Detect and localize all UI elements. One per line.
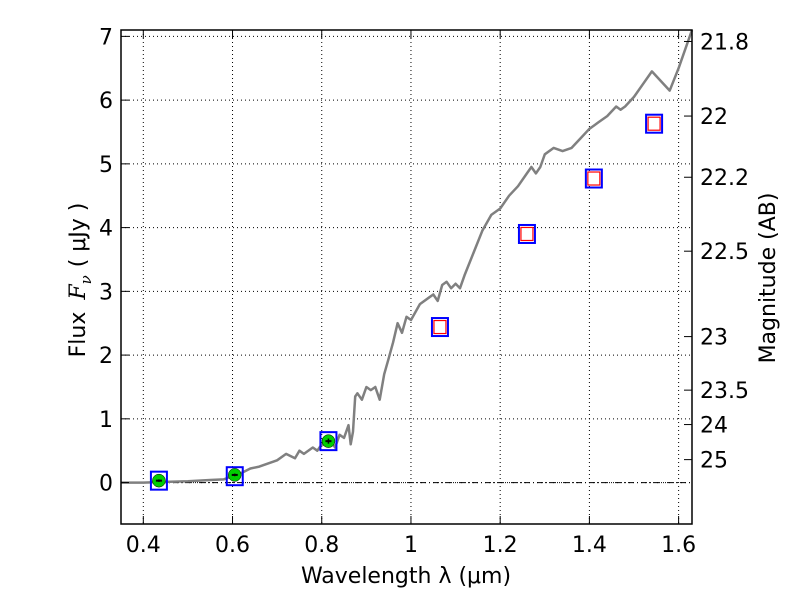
- mag-tick-label: 23.5: [700, 379, 749, 404]
- y-tick-label: 3: [99, 280, 113, 305]
- y-axis-label-units: ( μJy ): [66, 203, 91, 268]
- model-photometry-box: [319, 431, 338, 452]
- x-tick-label: 0.8: [304, 533, 339, 558]
- x-axis-label: Wavelength λ (μm): [301, 564, 511, 589]
- y-tick-label: 2: [99, 344, 113, 369]
- mag-tick-label: 22.2: [700, 166, 749, 191]
- x-tick-label: 0.6: [215, 533, 250, 558]
- model-photometry-box: [517, 223, 536, 244]
- plot-frame: [120, 29, 693, 525]
- y-axis-label-prefix: Flux: [66, 312, 91, 358]
- model-spectrum-line: [121, 29, 694, 484]
- predicted-photometry-square: [520, 226, 534, 242]
- y-axis-label-subscript: ν: [77, 275, 95, 284]
- x-tick-label: 1.2: [483, 533, 518, 558]
- y-axis-right-label: Magnitude (AB): [756, 193, 781, 364]
- x-tick-label: 1.6: [661, 533, 696, 558]
- x-tick-label: 1.4: [572, 533, 607, 558]
- model-photometry-box: [645, 113, 664, 134]
- y-tick-label: 0: [99, 472, 113, 497]
- x-tick-label: 1: [404, 533, 418, 558]
- y-tick-label: 7: [99, 25, 113, 50]
- y-axis-label-symbol: F: [66, 284, 91, 301]
- predicted-photometry-square: [433, 319, 447, 335]
- mag-tick-label: 21.8: [700, 30, 749, 55]
- predicted-photometry-square: [647, 116, 661, 131]
- predicted-photometry-square: [587, 171, 601, 186]
- y-tick-label: 6: [99, 89, 113, 114]
- y-tick-label: 1: [99, 408, 113, 433]
- mag-tick-label: 22.5: [700, 240, 749, 265]
- y-tick-label: 4: [99, 217, 113, 242]
- mag-tick-label: 23: [700, 326, 728, 351]
- mag-tick-label: 22: [700, 105, 728, 130]
- model-photometry-box: [149, 470, 168, 491]
- mag-tick-label: 24: [700, 414, 728, 439]
- x-tick-label: 0.4: [126, 533, 161, 558]
- y-axis-label: Flux Fν ( μJy ): [66, 203, 95, 358]
- y-tick-label: 5: [99, 153, 113, 178]
- mag-tick-label: 25: [700, 449, 728, 474]
- photometry-marks: [149, 113, 664, 491]
- model-photometry-box: [225, 466, 244, 487]
- grid: [121, 30, 692, 524]
- model-photometry-box: [584, 168, 603, 189]
- model-photometry-box: [430, 317, 449, 338]
